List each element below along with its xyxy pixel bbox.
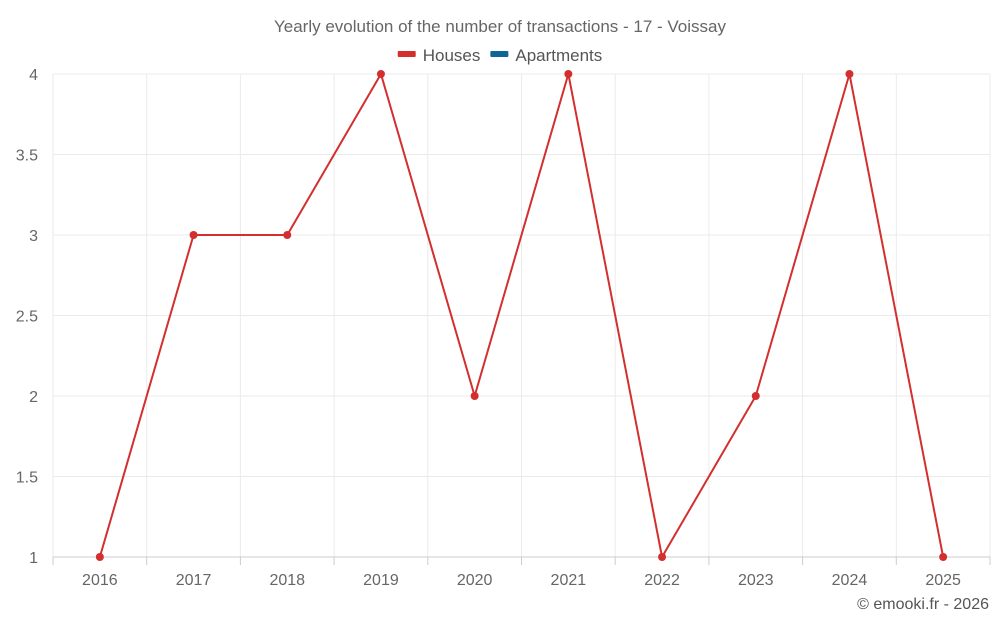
x-tick-label: 2024: [832, 572, 868, 589]
chart-legend: Houses Apartments: [397, 46, 602, 65]
x-tick-label: 2018: [269, 572, 305, 589]
x-tick-label: 2022: [644, 572, 680, 589]
legend-swatch: [490, 51, 509, 57]
data-point[interactable]: [751, 392, 760, 400]
y-tick-label: 1.5: [16, 470, 38, 487]
data-point[interactable]: [658, 553, 667, 561]
data-point[interactable]: [845, 70, 854, 78]
y-tick-label: 1: [29, 550, 38, 567]
data-point[interactable]: [376, 70, 385, 78]
legend-item-houses[interactable]: Houses: [397, 46, 481, 65]
x-tick-label: 2023: [738, 572, 774, 589]
data-point[interactable]: [564, 70, 573, 78]
x-tick-label: 2016: [82, 572, 118, 589]
credit-text: © emooki.fr - 2026: [857, 596, 989, 613]
data-point[interactable]: [470, 392, 479, 400]
series-layer: [95, 70, 948, 561]
y-tick-label: 3.5: [16, 148, 38, 165]
x-tick-label: 2021: [551, 572, 587, 589]
x-tick-label: 2020: [457, 572, 493, 589]
grid-lines: [52, 73, 991, 558]
series-line-houses: [98, 73, 945, 558]
legend-item-apartments[interactable]: Apartments: [490, 46, 602, 65]
data-point[interactable]: [189, 231, 198, 239]
y-tick-label: 3: [29, 228, 38, 245]
x-tick-label: 2025: [925, 572, 961, 589]
x-tick-label: 2019: [363, 572, 399, 589]
y-tick-label: 2: [29, 389, 38, 406]
legend-swatch: [397, 51, 416, 57]
legend-label: Houses: [423, 46, 481, 65]
axes: 1 1.5 2 2.5 3 3.5 4 2016 2017 2018 2019 2020 2021 202…: [16, 67, 991, 589]
legend-label: Apartments: [515, 46, 602, 65]
chart-title: Yearly evolution of the number of transa…: [274, 17, 727, 36]
data-point[interactable]: [939, 553, 948, 561]
x-tick-label: 2017: [176, 572, 212, 589]
y-tick-label: 2.5: [16, 309, 38, 326]
data-point[interactable]: [95, 553, 104, 561]
data-point[interactable]: [283, 231, 292, 239]
y-tick-label: 4: [29, 67, 38, 84]
